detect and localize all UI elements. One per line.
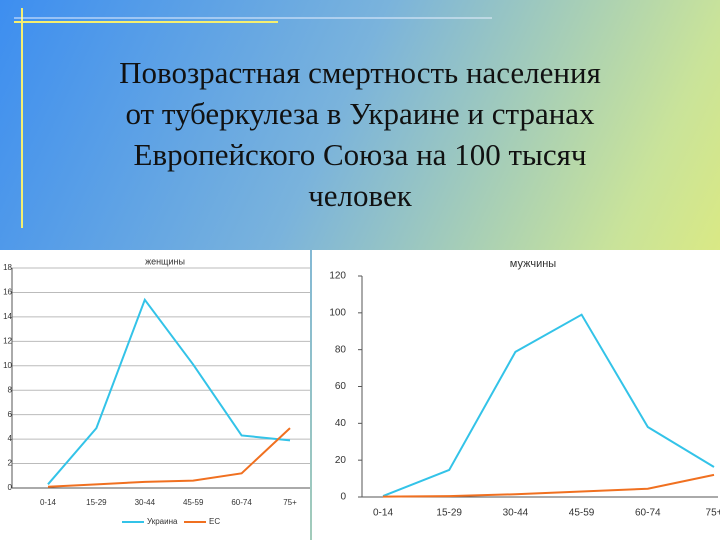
x-tick-label: 15-29 [86,498,107,507]
legend-label: Украина [147,517,178,526]
x-tick-label: 15-29 [436,508,462,519]
legend-label: ЕС [209,517,220,526]
title-line: Европейского Союза на 100 тысяч [133,137,587,172]
y-tick-label: 60 [335,381,347,392]
y-tick-label: 4 [8,434,13,443]
series-line [382,473,715,498]
y-tick-label: 120 [329,271,346,282]
y-tick-label: 20 [335,455,347,466]
y-tick-label: 80 [335,344,347,355]
x-tick-label: 30-44 [135,498,156,507]
y-tick-label: 14 [3,312,12,321]
x-tick-label: 0-14 [40,498,57,507]
y-tick-label: 2 [8,459,13,468]
y-tick-label: 12 [3,336,12,345]
slide-title: Повозрастная смертность населения от тубе… [40,52,680,216]
x-tick-label: 75+ [706,508,720,519]
x-tick-label: 45-59 [569,508,595,519]
x-tick-label: 60-74 [231,498,252,507]
series-line [47,427,291,488]
series-line [382,313,715,498]
title-line: Повозрастная смертность населения [119,55,601,90]
chart-title: женщины [145,256,185,266]
y-tick-label: 40 [335,418,347,429]
x-tick-label: 45-59 [183,498,204,507]
title-line: от туберкулеза в Украине и странах [125,96,595,131]
y-tick-label: 8 [8,385,13,394]
y-tick-label: 0 [340,492,346,503]
x-tick-label: 0-14 [373,508,393,519]
y-tick-label: 16 [3,288,12,297]
y-tick-label: 100 [329,307,346,318]
x-tick-label: 75+ [283,498,297,507]
title-line: человек [308,178,412,213]
y-tick-label: 6 [8,410,13,419]
series-line [47,297,291,485]
y-tick-label: 18 [3,263,12,272]
y-tick-label: 10 [3,361,12,370]
chart-title: мужчины [510,258,556,270]
x-tick-label: 30-44 [503,508,529,519]
x-tick-label: 60-74 [635,508,661,519]
y-tick-label: 0 [8,483,13,492]
